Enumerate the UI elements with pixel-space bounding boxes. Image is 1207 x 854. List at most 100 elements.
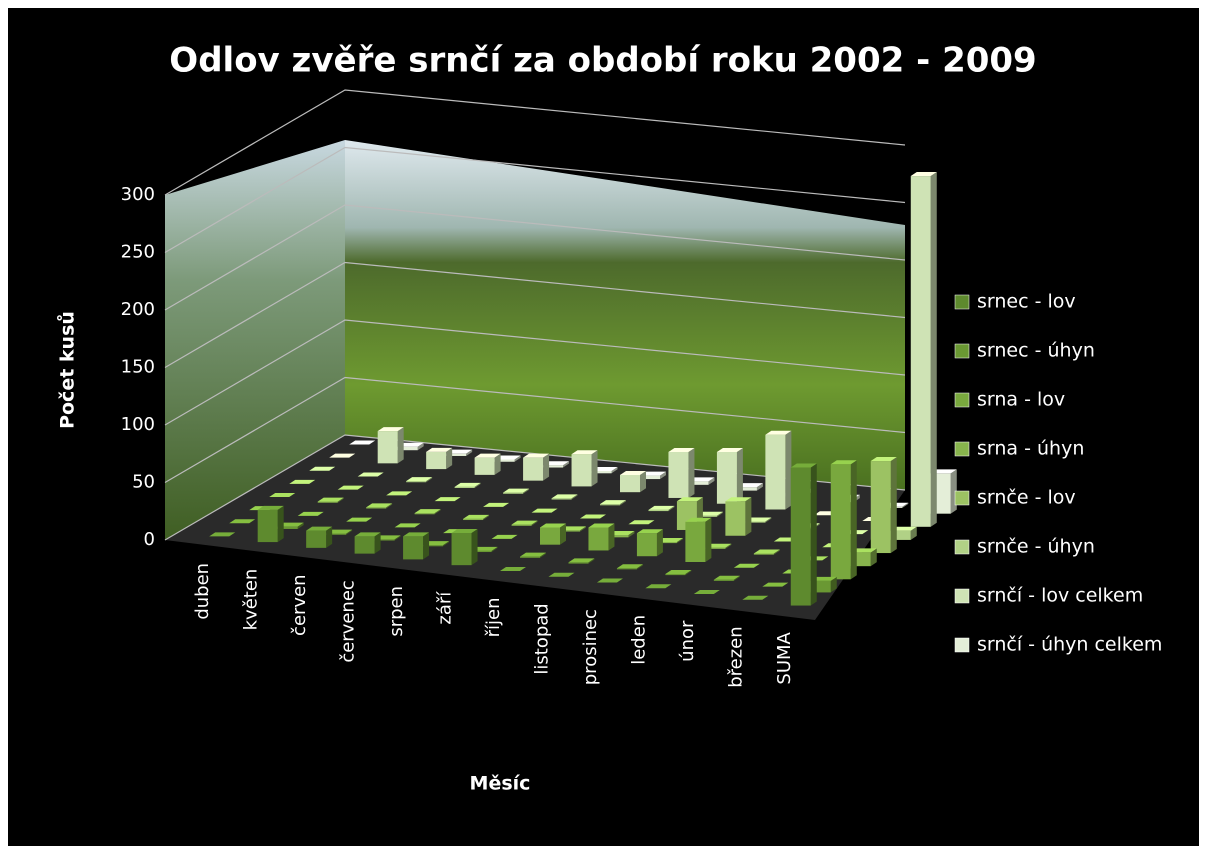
bar-top bbox=[736, 483, 763, 488]
legend-label: srnec - úhyn bbox=[977, 340, 1095, 362]
bar-top bbox=[665, 569, 692, 574]
bar-front bbox=[374, 539, 395, 541]
bar-top bbox=[446, 449, 473, 454]
bar bbox=[474, 453, 501, 475]
bar-top bbox=[551, 494, 578, 499]
bar-top bbox=[742, 595, 769, 600]
bar-side bbox=[708, 477, 715, 485]
bar bbox=[742, 595, 769, 600]
bar-front bbox=[451, 532, 472, 566]
bar bbox=[668, 447, 695, 498]
bar bbox=[645, 584, 672, 589]
x-tick-label: prosinec bbox=[580, 609, 601, 685]
bar-top bbox=[494, 455, 521, 460]
bar-side bbox=[725, 543, 732, 549]
bar-side bbox=[930, 172, 937, 527]
bar-side bbox=[636, 564, 643, 570]
bar-side bbox=[608, 523, 615, 551]
bar-top bbox=[414, 509, 441, 514]
bar-side bbox=[417, 442, 424, 451]
bar bbox=[705, 543, 732, 549]
bar-front bbox=[870, 461, 891, 554]
bar-top bbox=[520, 552, 546, 557]
bar-front bbox=[277, 526, 298, 529]
bar bbox=[753, 549, 780, 555]
grid-line bbox=[164, 319, 906, 426]
bar bbox=[471, 546, 498, 553]
bar-front bbox=[523, 457, 544, 481]
bar bbox=[890, 526, 917, 540]
bar-side bbox=[531, 520, 538, 526]
bar bbox=[616, 564, 643, 570]
bar bbox=[483, 502, 510, 507]
bar-front bbox=[753, 553, 774, 555]
bar-side bbox=[685, 569, 692, 576]
bar bbox=[426, 447, 453, 470]
bar-top bbox=[366, 503, 393, 508]
bar-front bbox=[591, 470, 612, 474]
bar-top bbox=[257, 505, 284, 510]
bar-side bbox=[765, 517, 772, 523]
bar-front bbox=[830, 464, 851, 580]
bar-side bbox=[850, 460, 857, 580]
legend-swatch bbox=[954, 588, 970, 604]
bar-side bbox=[745, 497, 752, 536]
bar-top bbox=[580, 514, 606, 519]
bar-side bbox=[277, 505, 284, 543]
legend-swatch bbox=[954, 294, 970, 310]
bar-top bbox=[693, 590, 720, 595]
x-tick-label: únor bbox=[677, 620, 698, 662]
bar-top bbox=[354, 532, 381, 537]
bar-side bbox=[611, 466, 618, 474]
bar-side bbox=[660, 471, 666, 480]
bar-side bbox=[756, 483, 763, 491]
x-tick-label: listopad bbox=[531, 603, 552, 674]
bar bbox=[810, 576, 837, 593]
x-tick-label: duben bbox=[192, 563, 213, 620]
bar-front bbox=[406, 481, 427, 483]
bar-front bbox=[588, 527, 609, 551]
bar-side bbox=[523, 488, 530, 494]
bar bbox=[434, 497, 461, 502]
bar-front bbox=[471, 550, 492, 553]
bar bbox=[600, 500, 626, 506]
bar bbox=[531, 508, 558, 513]
bar-front bbox=[503, 492, 524, 494]
bar-side bbox=[870, 548, 877, 567]
bar bbox=[725, 497, 752, 536]
bar-front bbox=[540, 527, 560, 545]
bar-front bbox=[474, 457, 495, 475]
bar bbox=[446, 449, 473, 456]
bar-side bbox=[543, 453, 550, 481]
bar-top bbox=[309, 466, 336, 471]
legend-swatch bbox=[954, 441, 970, 457]
bar bbox=[736, 483, 763, 491]
bar bbox=[596, 578, 623, 583]
bar-side bbox=[494, 453, 501, 475]
bar bbox=[357, 472, 384, 477]
bar-top bbox=[591, 466, 618, 471]
legend-swatch bbox=[954, 637, 970, 653]
bar bbox=[693, 590, 720, 595]
x-tick-label: srpen bbox=[386, 586, 407, 637]
bar bbox=[523, 453, 550, 481]
bar-top bbox=[297, 511, 324, 516]
legend-swatch bbox=[954, 490, 970, 506]
bar bbox=[830, 460, 857, 580]
bar bbox=[494, 455, 521, 462]
bar-front bbox=[560, 530, 580, 532]
bar-top bbox=[713, 575, 740, 580]
bar-front bbox=[306, 530, 327, 548]
bar bbox=[628, 520, 655, 525]
bar bbox=[366, 503, 393, 509]
bar-front bbox=[568, 562, 589, 564]
bar-top bbox=[571, 450, 598, 455]
bar-top bbox=[349, 440, 376, 445]
bar bbox=[571, 450, 598, 487]
bar-top bbox=[725, 497, 752, 502]
bar-top bbox=[451, 528, 478, 533]
grid-line bbox=[164, 376, 906, 484]
bar-top bbox=[471, 546, 498, 551]
bar bbox=[548, 572, 575, 577]
bar-top bbox=[500, 566, 526, 571]
